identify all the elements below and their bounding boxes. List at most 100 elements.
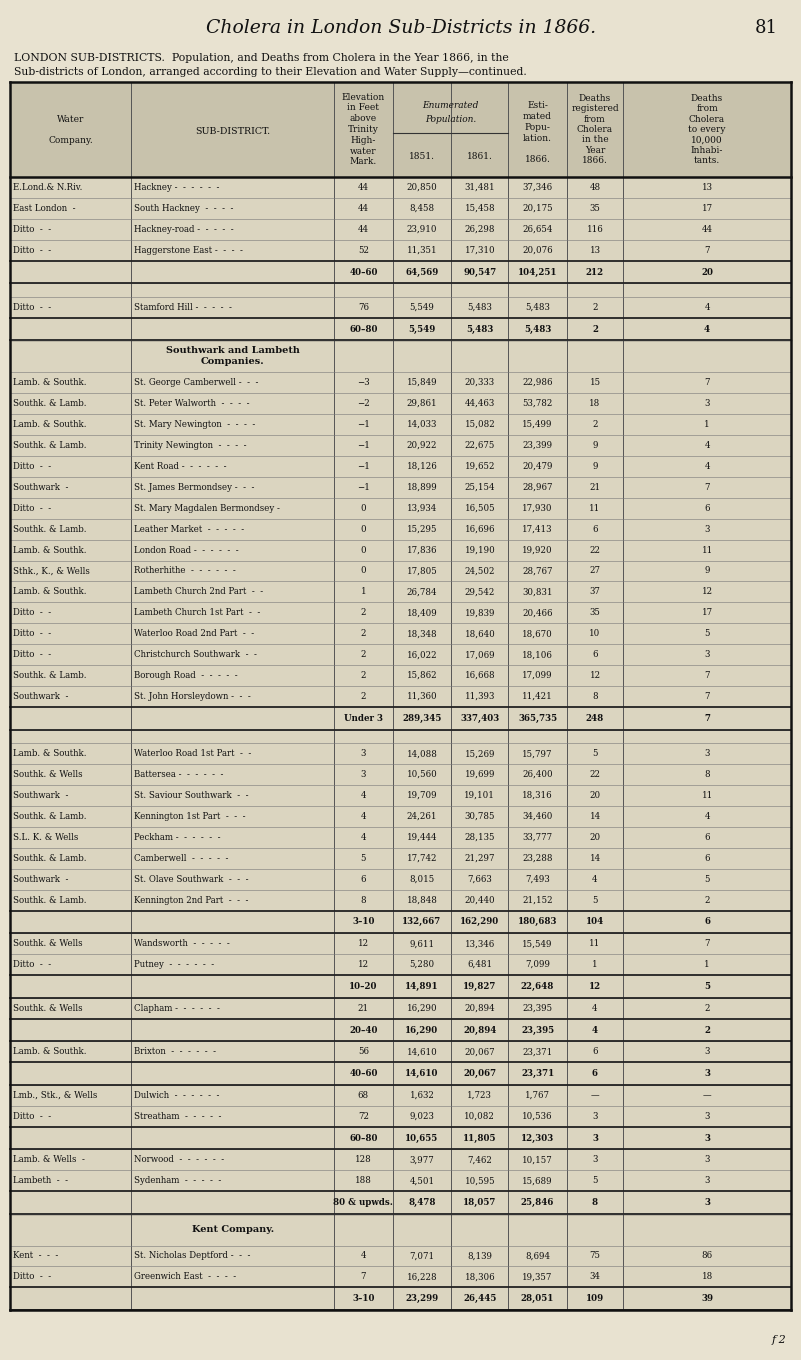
Text: 0: 0	[360, 525, 366, 533]
Text: 34: 34	[590, 1273, 601, 1281]
Text: 13: 13	[590, 246, 601, 254]
Text: 2: 2	[592, 303, 598, 311]
Text: 19,444: 19,444	[407, 832, 437, 842]
Text: 18,306: 18,306	[465, 1273, 495, 1281]
Text: 18,106: 18,106	[522, 650, 553, 660]
Text: St. John Horsleydown -  -  -: St. John Horsleydown - - -	[134, 692, 251, 700]
Text: Ditto  -  -: Ditto - -	[13, 1273, 51, 1281]
Text: 3: 3	[704, 1176, 710, 1186]
Bar	[10, 82, 791, 177]
Text: 212: 212	[586, 268, 604, 276]
Text: 8,478: 8,478	[409, 1198, 436, 1208]
Text: 1: 1	[360, 588, 366, 597]
Text: 60–80: 60–80	[349, 1133, 377, 1142]
Text: Water: Water	[57, 116, 84, 125]
Text: 18,057: 18,057	[463, 1198, 497, 1208]
Text: 17,930: 17,930	[522, 503, 553, 513]
Text: 44: 44	[358, 224, 369, 234]
Text: Battersea -  -  -  -  -  -: Battersea - - - - - -	[134, 770, 223, 779]
Text: 2: 2	[360, 650, 366, 660]
Text: London Road -  -  -  -  -  -: London Road - - - - - -	[134, 545, 239, 555]
Text: 12: 12	[358, 940, 369, 948]
Text: 23,371: 23,371	[521, 1069, 554, 1078]
Text: Southk. & Lamb.: Southk. & Lamb.	[13, 398, 87, 408]
Text: 7: 7	[704, 483, 710, 492]
Text: 20,894: 20,894	[465, 1004, 495, 1013]
Text: 20,850: 20,850	[407, 184, 437, 192]
Text: 15,082: 15,082	[465, 420, 495, 428]
Text: Southk. & Lamb.: Southk. & Lamb.	[13, 441, 87, 450]
Text: 22,648: 22,648	[521, 982, 554, 991]
Text: St. Peter Walworth  -  -  -  -: St. Peter Walworth - - - -	[134, 398, 250, 408]
Text: 13: 13	[702, 184, 713, 192]
Text: 6: 6	[704, 918, 710, 926]
Text: 19,920: 19,920	[522, 545, 553, 555]
Text: Southwark  -: Southwark -	[13, 483, 68, 492]
Text: 7,071: 7,071	[409, 1251, 434, 1261]
Text: 34,460: 34,460	[522, 812, 553, 821]
Text: 5: 5	[704, 982, 710, 991]
Text: 5: 5	[360, 854, 366, 862]
Text: 3: 3	[360, 770, 366, 779]
Text: 16,022: 16,022	[407, 650, 437, 660]
Text: 4: 4	[360, 832, 366, 842]
Text: 11,360: 11,360	[407, 692, 437, 700]
Text: 104: 104	[586, 918, 604, 926]
Text: 27: 27	[590, 567, 601, 575]
Text: 19,709: 19,709	[407, 792, 437, 800]
Text: 7: 7	[704, 714, 710, 722]
Text: 3: 3	[360, 749, 366, 758]
Text: 16,696: 16,696	[465, 525, 495, 533]
Text: 10,655: 10,655	[405, 1133, 439, 1142]
Text: 15,549: 15,549	[522, 940, 553, 948]
Text: 3–10: 3–10	[352, 1295, 375, 1303]
Text: 15,862: 15,862	[407, 670, 437, 680]
Text: 40–60: 40–60	[349, 1069, 377, 1078]
Text: Lamb. & Southk.: Lamb. & Southk.	[13, 749, 87, 758]
Text: Elevation
in Feet
above
Trinity
High-
water
Mark.: Elevation in Feet above Trinity High- wa…	[342, 92, 385, 166]
Text: LONDON SUB-DISTRICTS.  Population, and Deaths from Cholera in the Year 1866, in : LONDON SUB-DISTRICTS. Population, and De…	[14, 53, 509, 63]
Text: Trinity Newington  -  -  -  -: Trinity Newington - - - -	[134, 441, 247, 450]
Text: 8: 8	[704, 770, 710, 779]
Text: 17,742: 17,742	[407, 854, 437, 862]
Text: Leather Market  -  -  -  -  -: Leather Market - - - - -	[134, 525, 244, 533]
Text: 11: 11	[702, 792, 713, 800]
Text: 26,400: 26,400	[522, 770, 553, 779]
Text: 18,409: 18,409	[407, 608, 437, 617]
Text: 3: 3	[704, 1155, 710, 1164]
Text: 21: 21	[590, 483, 601, 492]
Text: 20,067: 20,067	[465, 1047, 495, 1057]
Text: 10,536: 10,536	[522, 1111, 553, 1121]
Text: 18: 18	[590, 398, 601, 408]
Text: 2: 2	[704, 1025, 710, 1035]
Text: 14,610: 14,610	[405, 1069, 439, 1078]
Text: Ditto  -  -: Ditto - -	[13, 960, 51, 970]
Text: 23,299: 23,299	[405, 1295, 438, 1303]
Text: 3,977: 3,977	[409, 1155, 434, 1164]
Text: 20,894: 20,894	[463, 1025, 497, 1035]
Text: 16,290: 16,290	[405, 1025, 439, 1035]
Text: 12: 12	[590, 670, 601, 680]
Text: 3–10: 3–10	[352, 918, 375, 926]
Text: 86: 86	[702, 1251, 713, 1261]
Text: 2: 2	[360, 608, 366, 617]
Text: 104,251: 104,251	[517, 268, 557, 276]
Text: 30,785: 30,785	[465, 812, 495, 821]
Text: 21: 21	[358, 1004, 369, 1013]
Text: 6: 6	[704, 832, 710, 842]
Text: Lambeth Church 1st Part  -  -: Lambeth Church 1st Part - -	[134, 608, 260, 617]
Text: 4: 4	[704, 812, 710, 821]
Text: 10: 10	[590, 630, 601, 638]
Text: 5,549: 5,549	[409, 325, 436, 333]
Text: 15,797: 15,797	[522, 749, 553, 758]
Text: Deaths
from
Cholera
to every
10,000
Inhabi-
tants.: Deaths from Cholera to every 10,000 Inha…	[688, 94, 726, 165]
Text: 37: 37	[590, 588, 601, 597]
Text: 4: 4	[360, 792, 366, 800]
Text: 2: 2	[592, 420, 598, 428]
Text: 8,694: 8,694	[525, 1251, 550, 1261]
Text: 19,652: 19,652	[465, 462, 495, 471]
Text: Ditto  -  -: Ditto - -	[13, 224, 51, 234]
Text: 29,542: 29,542	[465, 588, 495, 597]
Text: 7,099: 7,099	[525, 960, 550, 970]
Text: 6: 6	[704, 854, 710, 862]
